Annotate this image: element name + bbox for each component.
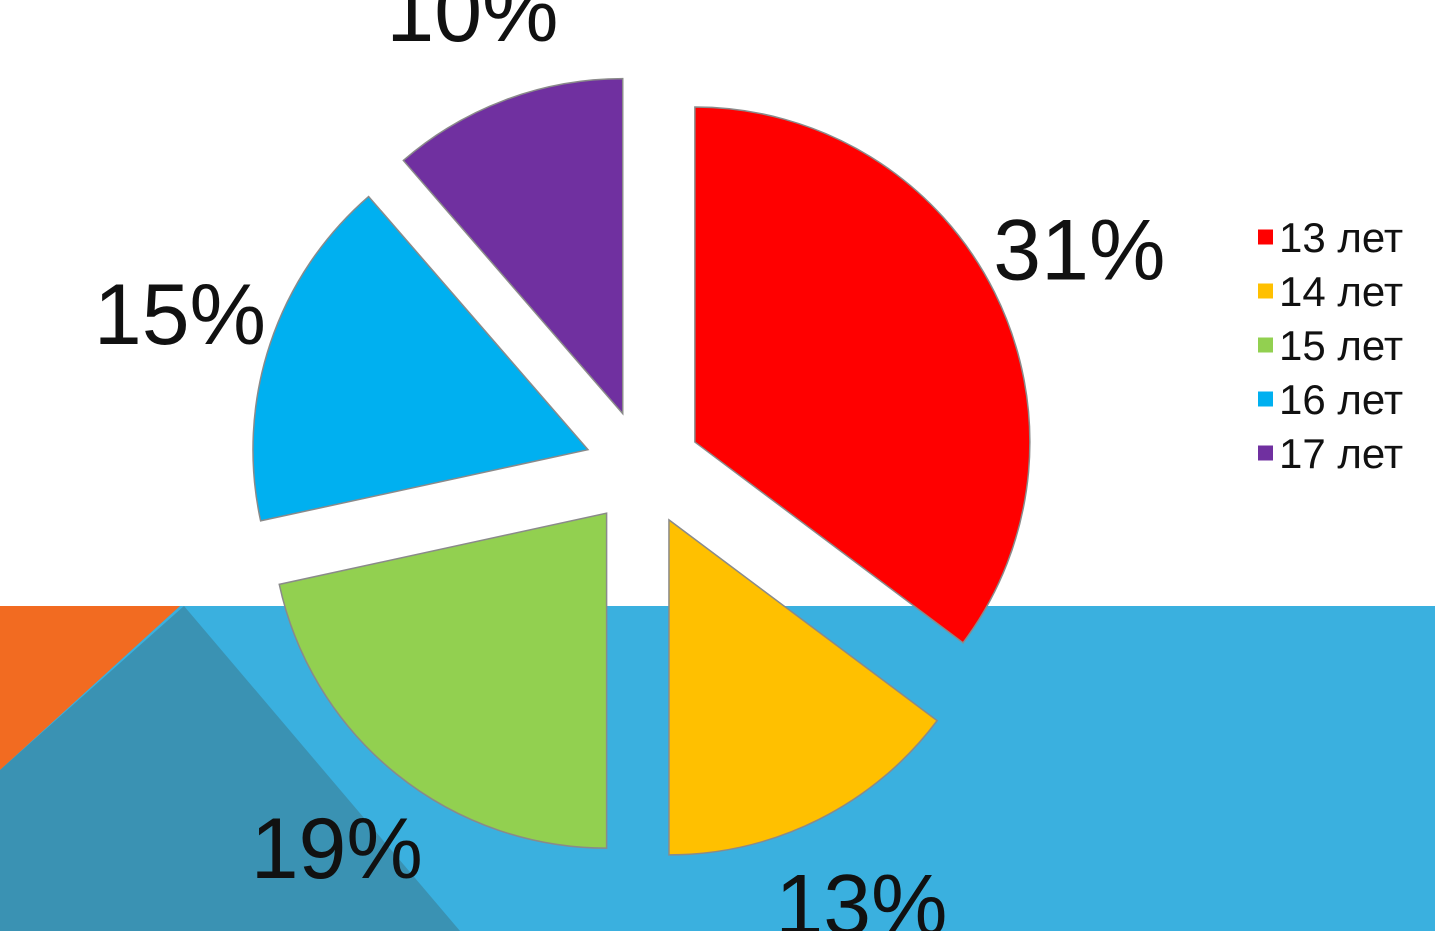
data-label-3: 19% (251, 801, 423, 897)
data-label-2: 13% (775, 857, 947, 931)
pie-slice-5 (402, 77, 624, 416)
legend-swatch-1 (1258, 229, 1273, 245)
legend-label-4: 16 лет (1279, 376, 1403, 423)
pie-slice-4 (252, 195, 590, 522)
pie-slice-1 (694, 106, 1031, 644)
legend-label-3: 15 лет (1279, 322, 1403, 369)
legend-label-1: 13 лет (1279, 214, 1403, 261)
pie-slice-2 (668, 518, 939, 856)
background-orange-triangle (0, 606, 180, 770)
legend-label-5: 17 лет (1279, 430, 1403, 477)
legend-swatch-4 (1258, 391, 1273, 407)
pie-slices (252, 77, 1031, 856)
chart-legend: 13 лет 14 лет 15 лет 16 лет 17 лет (1258, 214, 1403, 477)
data-label-1: 31% (993, 203, 1165, 299)
pie-slice-3 (278, 512, 608, 849)
background-teal-triangle (0, 606, 460, 931)
legend-swatch-5 (1258, 445, 1273, 461)
data-label-5: 10% (386, 0, 558, 60)
pie-data-labels: 31% 13% 19% 15% 10% (94, 0, 1166, 931)
legend-swatch-3 (1258, 337, 1273, 353)
data-label-4: 15% (94, 267, 266, 363)
legend-label-2: 14 лет (1279, 268, 1403, 315)
legend-swatch-2 (1258, 283, 1273, 299)
